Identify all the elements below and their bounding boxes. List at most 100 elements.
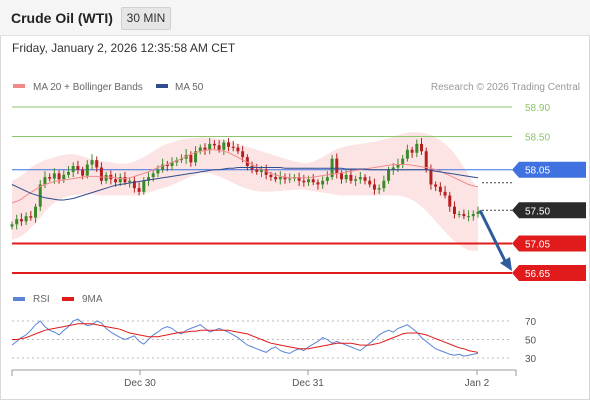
candle-body: [71, 166, 75, 172]
rsi-tick-70: 70: [525, 317, 537, 328]
x-tick-label: Jan 2: [465, 378, 490, 389]
legend-swatch-ma50: [156, 84, 168, 88]
candle-body: [34, 206, 38, 218]
candle-body: [212, 143, 216, 146]
candle-body: [24, 216, 28, 222]
timeframe-button[interactable]: 30 MIN: [121, 7, 171, 30]
legend-swatch-rsi: [13, 297, 25, 301]
candle-body: [128, 180, 132, 183]
instrument-title: Crude Oil (WTI): [11, 10, 113, 26]
level-tag-57-50: [512, 202, 586, 219]
candle-body: [203, 147, 207, 150]
candle-body: [217, 145, 221, 150]
candle-body: [19, 219, 23, 222]
level-label-58-50: 58.50: [525, 133, 550, 144]
candle-body: [448, 195, 452, 207]
candle-body: [354, 179, 358, 181]
candle-body: [245, 157, 249, 167]
credit-text: Research © 2026 Trading Central: [431, 82, 580, 93]
rsi-tick-30: 30: [525, 354, 537, 365]
candle-body: [222, 142, 226, 150]
candle-body: [142, 180, 146, 192]
candle-body: [438, 186, 442, 192]
candle-body: [297, 177, 301, 181]
level-tag-57-05: [512, 235, 586, 252]
candle-body: [231, 146, 235, 148]
candle-body: [123, 177, 127, 183]
candle-body: [391, 167, 395, 170]
candle-body: [339, 173, 343, 180]
candle-body: [137, 188, 141, 192]
level-label-58-05: 58.05: [525, 166, 550, 177]
candle-body: [259, 169, 263, 172]
candle-body: [29, 216, 33, 218]
candle-body: [382, 180, 386, 189]
forecast-arrow-head: [500, 257, 512, 271]
legend-label-rsi: RSI: [33, 294, 50, 305]
candle-body: [372, 184, 376, 190]
level-label-57-05: 57.05: [525, 239, 550, 250]
candle-body: [179, 158, 183, 161]
candle-body: [208, 143, 212, 150]
candle-body: [302, 180, 306, 183]
candle-body: [165, 164, 169, 167]
candle-body: [104, 174, 108, 181]
candle-body: [434, 184, 438, 187]
rsi-tick-50: 50: [525, 336, 537, 347]
candle-body: [321, 180, 325, 185]
candle-body: [151, 173, 155, 178]
legend-swatch-9ma: [62, 297, 74, 301]
candle-body: [462, 213, 466, 217]
legend-swatch-ma20: [13, 84, 25, 88]
candle-body: [410, 149, 414, 153]
rsi-9ma-line: [12, 323, 479, 353]
timestamp: Friday, January 2, 2026 12:35:58 AM CET: [12, 41, 236, 55]
candle-body: [424, 151, 428, 170]
candle-body: [114, 179, 118, 183]
x-tick-label: Dec 31: [292, 378, 324, 389]
candle-body: [194, 151, 198, 163]
candle-body: [278, 177, 282, 180]
level-label-56-65: 56.65: [525, 269, 550, 280]
ma20-line: [11, 149, 479, 204]
candle-body: [236, 147, 240, 152]
candle-body: [43, 177, 47, 185]
candle-body: [405, 149, 409, 159]
candle-body: [269, 174, 273, 178]
candle-body: [467, 216, 471, 218]
candle-body: [85, 164, 89, 176]
candle-body: [476, 211, 480, 214]
candle-body: [443, 191, 447, 196]
candle-body: [264, 169, 268, 175]
candle-body: [52, 173, 56, 179]
candle-body: [38, 184, 42, 207]
candle-body: [15, 219, 19, 225]
candle-body: [401, 158, 405, 165]
candle-body: [90, 160, 94, 165]
candle-body: [307, 179, 311, 183]
candle-body: [274, 177, 278, 180]
x-tick-label: Dec 30: [124, 378, 156, 389]
candle-body: [189, 154, 193, 163]
candle-body: [147, 177, 151, 181]
candle-body: [156, 169, 160, 174]
candle-body: [349, 174, 353, 181]
candle-body: [363, 177, 367, 181]
rsi-line: [11, 318, 479, 357]
level-label-58-90: 58.90: [525, 103, 550, 114]
candle-body: [62, 174, 66, 180]
candle-body: [76, 166, 80, 170]
candle-body: [387, 169, 391, 181]
candle-body: [288, 178, 292, 180]
candle-body: [118, 177, 122, 183]
bollinger-band: [12, 132, 478, 251]
candle-body: [420, 143, 424, 152]
level-label-57-50: 57.50: [525, 206, 550, 217]
candle-body: [57, 173, 61, 180]
legend-label-ma20: MA 20 + Bollinger Bands: [33, 82, 143, 93]
candle-body: [66, 171, 70, 175]
candle-body: [335, 158, 339, 174]
candle-body: [170, 162, 174, 167]
candle-body: [471, 213, 475, 217]
